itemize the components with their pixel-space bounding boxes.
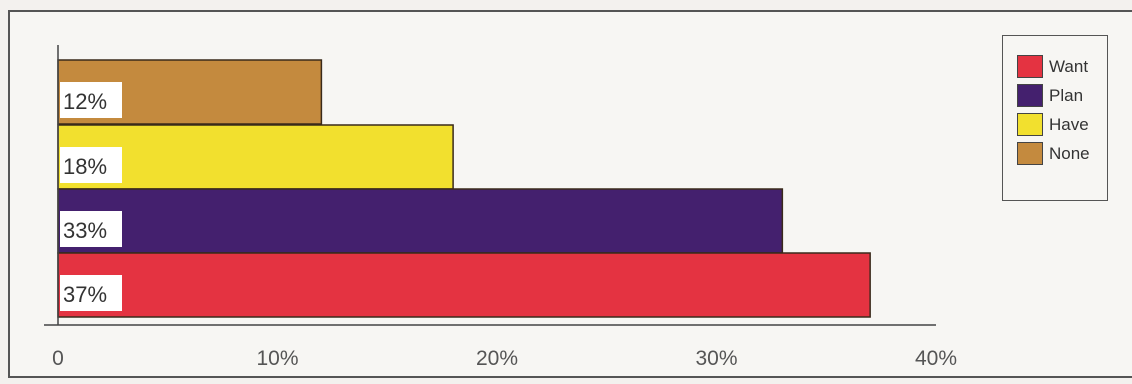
bar-have xyxy=(57,124,454,190)
legend-item-plan: Plan xyxy=(1017,81,1107,110)
legend-item-none: None xyxy=(1017,139,1107,168)
legend-swatch-none xyxy=(1017,142,1043,165)
bar-label-none: 12% xyxy=(63,89,107,114)
bar-label-bg-have xyxy=(60,147,122,183)
legend-swatch-want xyxy=(1017,55,1043,78)
x-tick-label: 10% xyxy=(256,347,298,370)
legend-label-plan: Plan xyxy=(1049,85,1084,105)
legend-swatch-plan xyxy=(1017,84,1043,107)
bar-plan xyxy=(57,188,784,254)
legend-label-have: Have xyxy=(1049,114,1089,134)
x-tick-label: 20% xyxy=(476,347,518,370)
legend-item-have: Have xyxy=(1017,110,1107,139)
legend-label-none: None xyxy=(1049,143,1090,163)
x-tick-label: 40% xyxy=(915,347,957,370)
legend-label-want: Want xyxy=(1049,56,1089,76)
bar-label-bg-none xyxy=(60,82,122,118)
x-tick-label: 0 xyxy=(52,347,64,370)
x-tick-label: 30% xyxy=(695,347,737,370)
legend: Want Plan Have None xyxy=(1002,35,1108,201)
bar-label-have: 18% xyxy=(63,154,107,179)
legend-item-want: Want xyxy=(1017,52,1107,81)
bar-label-want: 37% xyxy=(63,282,107,307)
bar-label-bg-plan xyxy=(60,211,122,247)
legend-swatch-have xyxy=(1017,113,1043,136)
bar-want xyxy=(57,252,871,318)
bar-label-bg-want xyxy=(60,275,122,311)
bar-label-plan: 33% xyxy=(63,218,107,243)
